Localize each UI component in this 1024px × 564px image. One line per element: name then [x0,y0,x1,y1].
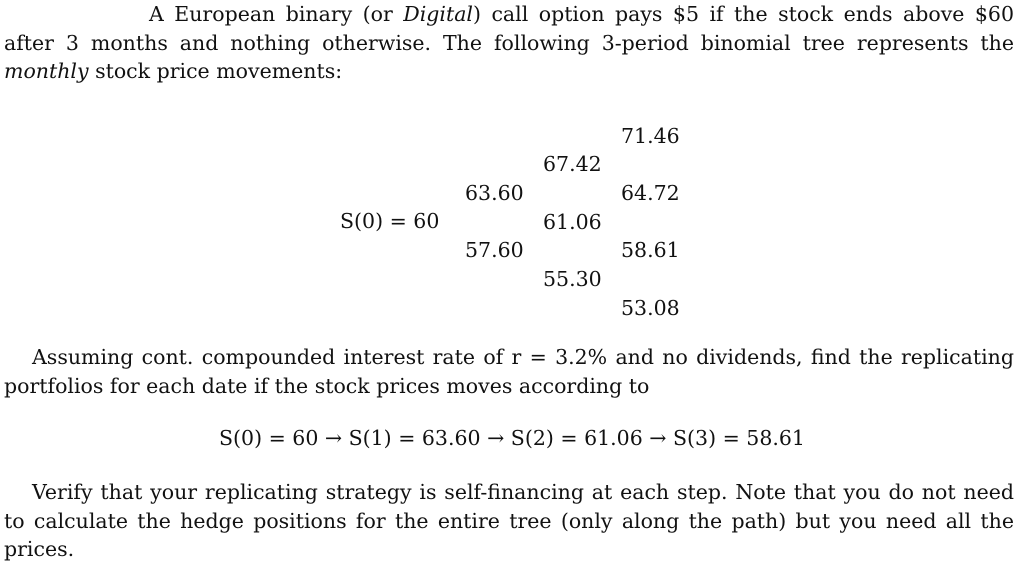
verify-paragraph: Verify that your replicating strategy is… [4,480,1014,561]
tree-node-t1-up: 63.60 [465,181,524,205]
tree-node-t3-uud: 64.72 [621,181,680,205]
intro-emphasis-digital: Digital [403,2,473,26]
price-path-equation: S(0) = 60 → S(1) = 63.60 → S(2) = 61.06 … [219,426,805,450]
question-paragraph: Assuming cont. compounded interest rate … [4,345,1014,398]
tree-node-s0: S(0) = 60 [340,209,440,233]
tree-node-t2-uu: 67.42 [543,152,602,176]
tree-node-t2-ud: 61.06 [543,210,602,234]
tree-node-t2-dd: 55.30 [543,267,602,291]
tree-node-t3-ddd: 53.08 [621,296,680,320]
tree-node-t3-udd: 58.61 [621,238,680,262]
intro-text-2: ) call option pays $5 if the stock ends … [4,2,1014,55]
intro-text-3: stock price movements: [88,59,343,83]
intro-paragraph: A European binary (or Digital) call opti… [4,0,1014,86]
tree-node-t1-down: 57.60 [465,238,524,262]
tree-node-t3-uuu: 71.46 [621,124,680,148]
intro-text-1: A European binary (or [149,2,404,26]
intro-emphasis-monthly: monthly [4,59,89,83]
